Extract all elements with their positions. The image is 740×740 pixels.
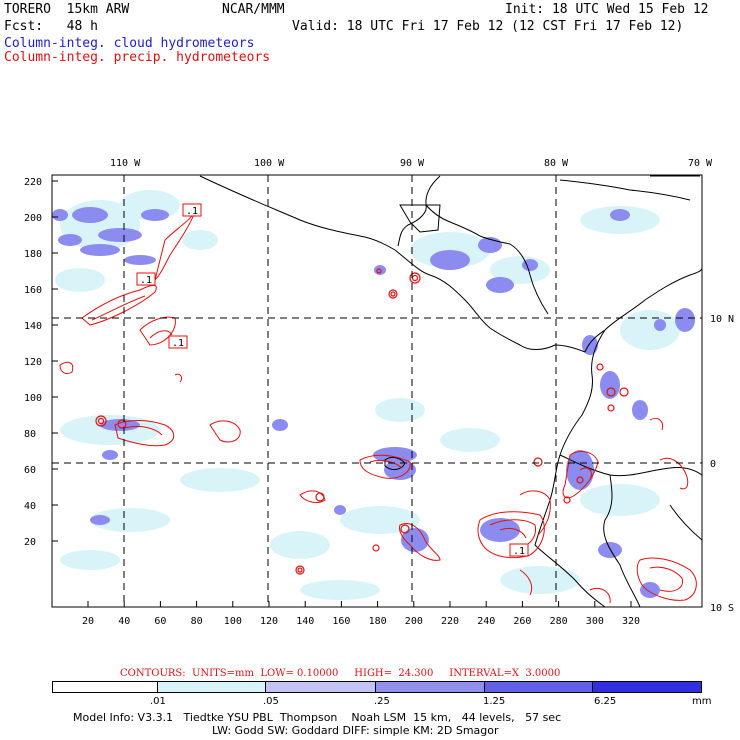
colorbar-segment — [484, 682, 593, 692]
colorbar-segment — [53, 682, 157, 692]
model-info-line1: Model Info: V3.3.1 Tiedtke YSU PBL Thomp… — [73, 711, 562, 724]
contour-label: .1 — [172, 338, 184, 349]
contour-info: CONTOURS: UNITS=mm LOW= 0.10000 HIGH= 24… — [120, 668, 561, 679]
colorbar-label: .25 — [374, 696, 390, 707]
contour-label: .1 — [186, 206, 198, 217]
field-cloud-label: Column-integ. cloud hydrometeors — [4, 36, 255, 51]
y-tick-label: 180 — [24, 249, 42, 260]
cloud-dense-patches — [52, 207, 695, 598]
precip-contours — [59, 211, 697, 604]
colorbar-unit: mm — [692, 696, 712, 707]
x-tick-label: 40 — [118, 616, 130, 627]
colorbar — [52, 681, 702, 693]
field-precip-label: Column-integ. precip. hydrometeors — [4, 50, 271, 65]
contour-label-boxes — [136, 203, 529, 557]
x-tick-label: 120 — [260, 616, 278, 627]
lon-label: 70 W — [688, 158, 713, 169]
y-tick-label: 160 — [24, 285, 42, 296]
colorbar-segment — [374, 682, 485, 692]
y-tick-label: 120 — [24, 357, 42, 368]
y-tick-label: 20 — [24, 537, 36, 548]
y-tick-label: 140 — [24, 321, 42, 332]
colorbar-label: 1.25 — [483, 696, 506, 707]
colorbar-label: .05 — [263, 696, 279, 707]
x-tick-label: 320 — [622, 616, 640, 627]
map-frame — [51, 174, 703, 608]
y-tick-label: 200 — [24, 213, 42, 224]
x-tick-label: 200 — [405, 616, 423, 627]
colorbar-label: 6.25 — [594, 696, 617, 707]
x-tick-label: 160 — [332, 616, 350, 627]
cloud-light-patches — [55, 190, 680, 600]
lon-label: 90 W — [400, 158, 425, 169]
y-tick-label: 40 — [24, 501, 36, 512]
lat-label: 10 S — [710, 603, 734, 614]
lat-label: 0 — [710, 459, 716, 470]
x-tick-label: 180 — [369, 616, 387, 627]
y-tick-label: 80 — [24, 429, 36, 440]
x-tick-label: 140 — [296, 616, 314, 627]
lon-label: 110 W — [110, 158, 141, 169]
x-tick-label: 240 — [477, 616, 495, 627]
colorbar-segment — [264, 682, 375, 692]
colorbar-segment — [156, 682, 265, 692]
forecast-hour: Fcst: 48 h — [4, 19, 98, 34]
lon-label: 80 W — [544, 158, 569, 169]
colorbar-segment — [592, 682, 702, 692]
valid-time: Valid: 18 UTC Fri 17 Feb 12 (12 CST Fri … — [292, 19, 684, 34]
colorbar-label: .01 — [150, 696, 166, 707]
latlon-grid — [52, 175, 702, 607]
coastlines — [199, 175, 702, 607]
lon-label: 100 W — [254, 158, 285, 169]
contour-label: .1 — [513, 546, 525, 557]
x-tick-label: 80 — [191, 616, 203, 627]
x-tick-label: 100 — [224, 616, 242, 627]
x-tick-label: 300 — [586, 616, 604, 627]
x-tick-label: 280 — [550, 616, 568, 627]
y-tick-label: 100 — [24, 393, 42, 404]
y-grid-ticks: 220 200 180 160 140 120 100 80 60 40 20 — [24, 177, 58, 548]
latitude-labels: 10 N 0 10 S — [710, 314, 734, 614]
org-name: NCAR/MMM — [222, 2, 285, 17]
precip-cells — [95, 268, 629, 575]
colorbar-labels: .01 .05 .25 1.25 6.25 — [0, 696, 740, 710]
y-tick-label: 60 — [24, 465, 36, 476]
x-tick-label: 220 — [441, 616, 459, 627]
lat-label: 10 N — [710, 314, 734, 325]
contour-label: .1 — [140, 275, 152, 286]
longitude-labels: 110 W 100 W 90 W 80 W 70 W — [110, 158, 713, 169]
x-tick-label: 260 — [513, 616, 531, 627]
x-tick-label: 20 — [82, 616, 94, 627]
init-time: Init: 18 UTC Wed 15 Feb 12 — [505, 2, 709, 17]
y-tick-label: 220 — [24, 177, 42, 188]
x-grid-ticks: 20 40 60 80 100 120 140 160 180 200 220 240 260 280 30… — [82, 601, 640, 627]
model-name: TORERO 15km ARW — [4, 2, 130, 17]
model-info-line2: LW: Godd SW: Goddard DIFF: simple KM: 2D… — [212, 724, 499, 737]
x-tick-label: 60 — [154, 616, 166, 627]
